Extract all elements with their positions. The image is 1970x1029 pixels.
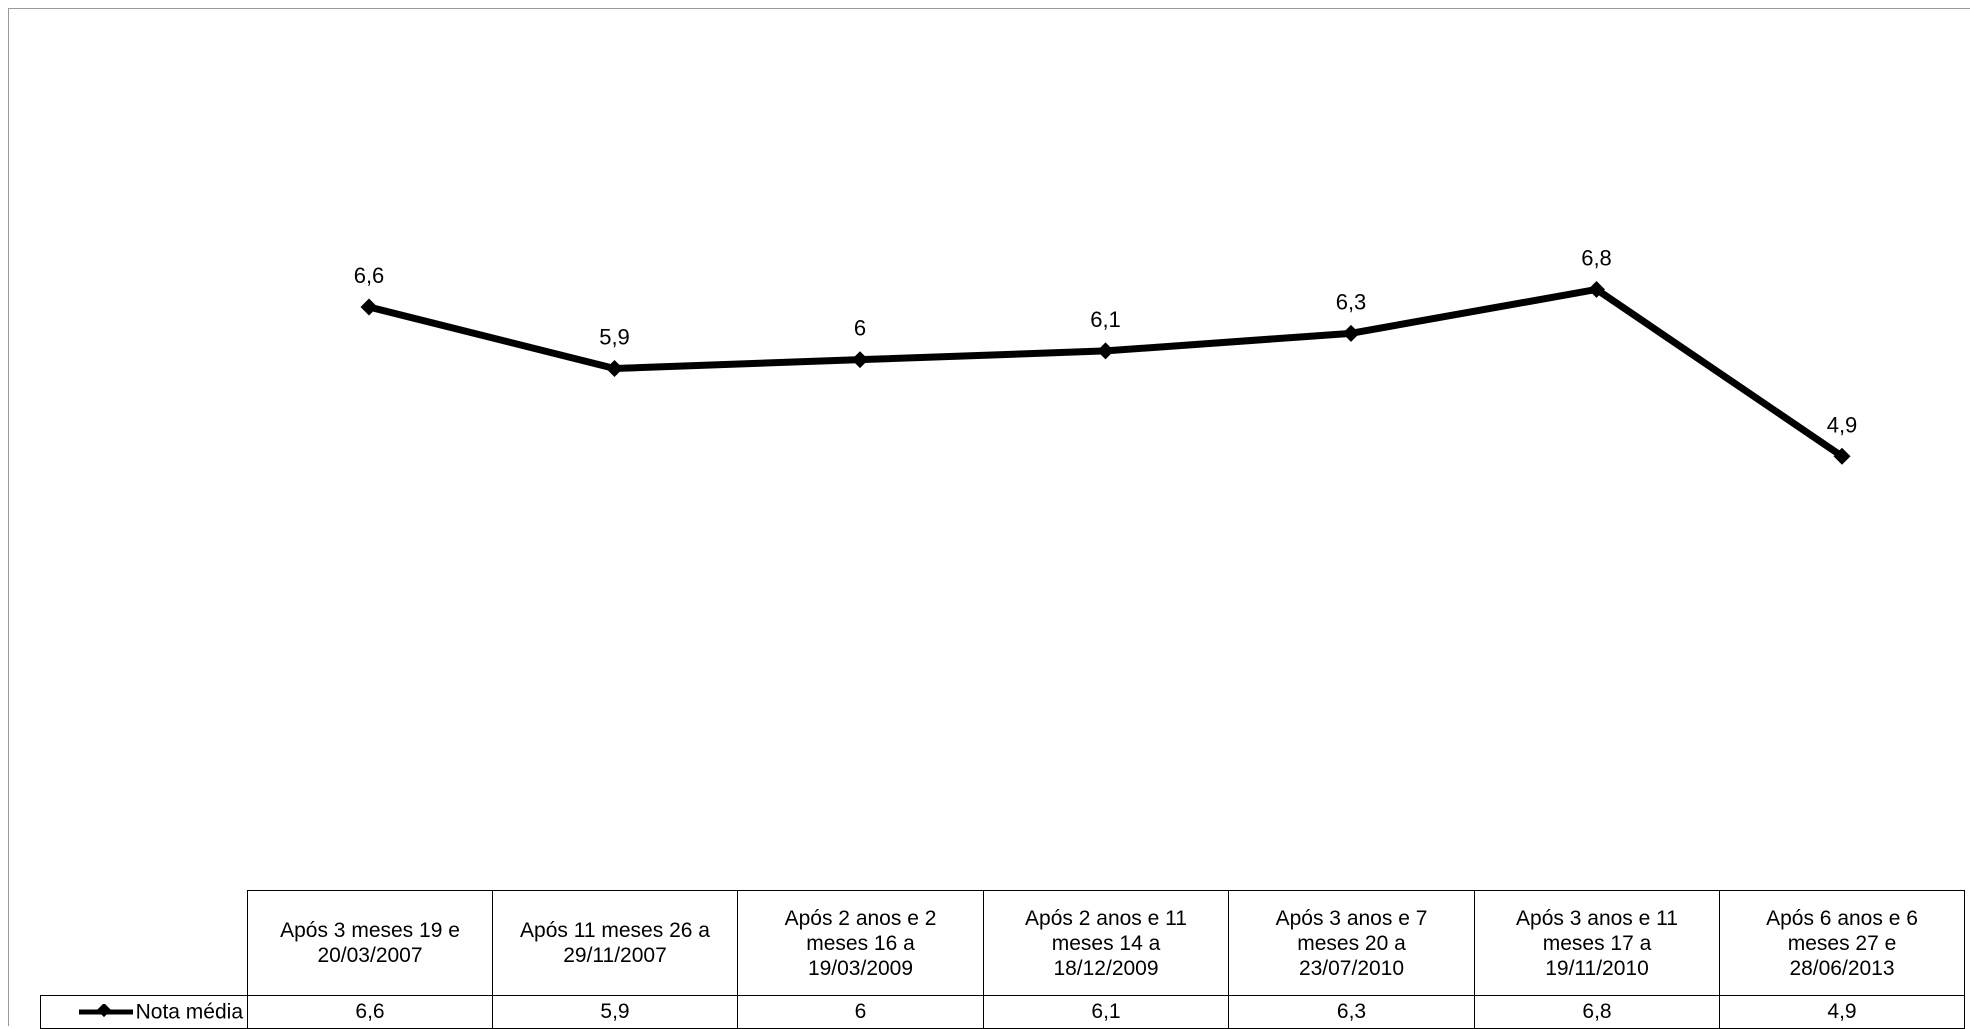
category-label-line: Após 6 anos e 6 [1766, 906, 1918, 930]
category-label-line: meses 27 e [1787, 931, 1897, 955]
data-point [851, 351, 869, 369]
table-value-cell: 6,8 [1474, 995, 1720, 1029]
table-header-cell: Após 3 anos e 7 meses 20 a 23/07/2010 [1228, 890, 1475, 996]
table-value-cell: 6,3 [1228, 995, 1475, 1029]
data-label: 6,6 [354, 263, 385, 288]
table-header-cell: Após 2 anos e 2 meses 16 a 19/03/2009 [737, 890, 984, 996]
data-label: 6,3 [1336, 289, 1367, 314]
table-header-row: Após 3 meses 19 e 20/03/2007 Após 11 meses… [40, 890, 1965, 996]
category-label-line: Após 11 meses 26 a [520, 919, 710, 942]
table-value-cell: 5,9 [492, 995, 738, 1029]
legend-entry: Nota média [40, 995, 248, 1029]
chart-frame [8, 8, 1970, 1026]
data-label: 4,9 [1827, 412, 1858, 437]
category-label-line: 19/11/2010 [1545, 956, 1649, 980]
data-label: 6,1 [1090, 307, 1121, 332]
category-label-line: Após 2 anos e 2 [784, 906, 937, 930]
table-header-cell: Após 11 meses 26 a 29/11/2007 [492, 890, 738, 996]
data-point [1097, 342, 1114, 360]
category-label-line: meses 17 a [1542, 931, 1652, 955]
category-label-line: Após 3 anos e 7 [1275, 906, 1428, 930]
category-label-line: Após 3 meses 19 e [280, 919, 460, 942]
category-label-line: Após 3 anos e 11 [1516, 906, 1678, 930]
category-label-line: meses 14 a [1051, 931, 1161, 955]
data-label: 6 [854, 316, 866, 341]
category-label-line: 20/03/2007 [317, 944, 423, 967]
data-label: 6,8 [1581, 245, 1612, 270]
category-label-line: 28/06/2013 [1789, 956, 1895, 980]
line-chart: 6,6 5,9 6 6,1 6,3 6,8 4,9 [354, 245, 1858, 465]
table-header-cell: Após 3 anos e 11 meses 17 a 19/11/2010 [1474, 890, 1720, 996]
table-corner [40, 890, 248, 996]
category-label-line: 29/11/2007 [563, 944, 667, 967]
data-point [1342, 324, 1360, 342]
category-label-line: Após 2 anos e 11 [1025, 906, 1187, 930]
table-header-cell: Após 6 anos e 6 meses 27 e 28/06/2013 [1719, 890, 1965, 996]
table-header-cell: Após 2 anos e 11 meses 14 a 18/12/2009 [983, 890, 1229, 996]
table-value-cell: 6,1 [983, 995, 1229, 1029]
category-label-line: 23/07/2010 [1298, 956, 1405, 980]
table-value-cell: 4,9 [1719, 995, 1965, 1029]
table-header-cell: Após 3 meses 19 e 20/03/2007 [247, 890, 493, 996]
table-row: Nota média 6,6 5,9 6 6,1 6,3 6,8 4,9 [40, 995, 1965, 1029]
data-point [606, 359, 623, 377]
series-label: Nota média [135, 1000, 243, 1024]
table-value-cell: 6,6 [247, 995, 493, 1029]
legend-marker-icon [78, 1004, 133, 1018]
category-label-line: 18/12/2009 [1053, 956, 1159, 980]
data-label: 5,9 [599, 324, 630, 349]
chart-data-table: Após 3 meses 19 e 20/03/2007 Após 11 meses… [40, 890, 1965, 1029]
category-label-line: meses 20 a [1297, 931, 1406, 955]
data-point [360, 298, 378, 316]
table-value-cell: 6 [737, 995, 984, 1029]
category-label-line: meses 16 a [806, 931, 915, 955]
category-label-line: 19/03/2009 [807, 956, 914, 980]
